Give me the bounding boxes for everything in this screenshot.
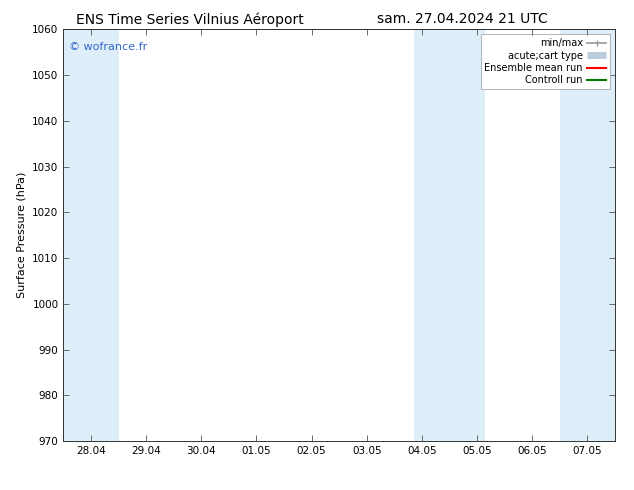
Text: © wofrance.fr: © wofrance.fr <box>69 42 147 52</box>
Bar <box>63 29 119 441</box>
Bar <box>413 29 450 441</box>
Bar <box>450 29 486 441</box>
Bar <box>560 29 615 441</box>
Y-axis label: Surface Pressure (hPa): Surface Pressure (hPa) <box>16 172 27 298</box>
Text: ENS Time Series Vilnius Aéroport: ENS Time Series Vilnius Aéroport <box>76 12 304 27</box>
Legend: min/max, acute;cart type, Ensemble mean run, Controll run: min/max, acute;cart type, Ensemble mean … <box>481 34 610 89</box>
Text: sam. 27.04.2024 21 UTC: sam. 27.04.2024 21 UTC <box>377 12 548 26</box>
